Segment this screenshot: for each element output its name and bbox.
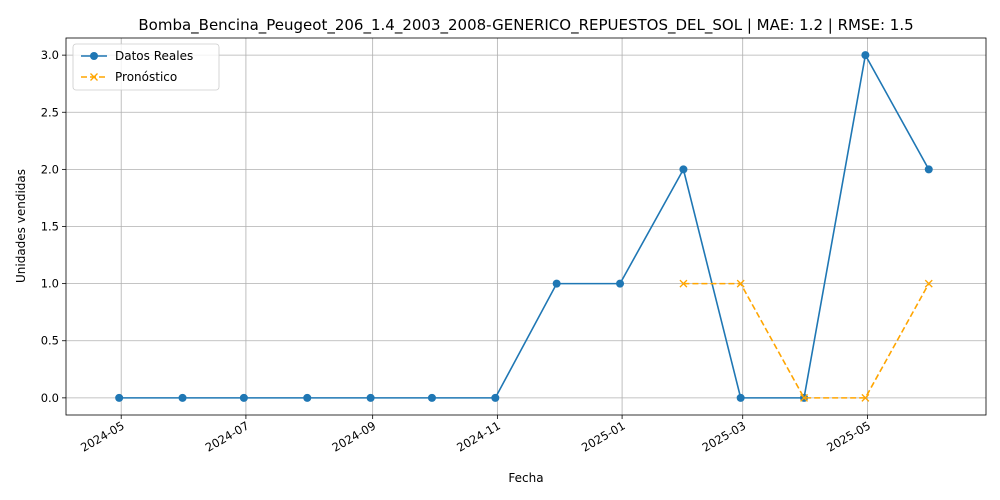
x-axis-label: Fecha: [508, 471, 543, 485]
data-point: [427, 393, 436, 402]
legend-entry: Datos Reales: [81, 49, 193, 63]
data-point: [924, 279, 933, 288]
legend-box: [72, 43, 220, 91]
legend-marker: [90, 73, 98, 81]
data-point: [924, 165, 933, 174]
series-datos-reales: [115, 51, 933, 402]
x-axis-ticks: 2024-05 2024-07 2024-09 2024-11 2025-01 2025-…: [78, 415, 873, 455]
data-point: [736, 393, 745, 402]
y-tick-label: 1.0: [41, 277, 59, 291]
y-tick-label: 2.5: [41, 105, 59, 119]
series-pronostico: [679, 279, 933, 402]
series-line: [683, 282, 930, 399]
legend-entry: Pronóstico: [81, 70, 177, 84]
chart-title: Bomba_Bencina_Peugeot_206_1.4_2003_2008-…: [138, 16, 913, 35]
data-point: [861, 51, 870, 60]
y-tick-label: 2.0: [41, 162, 59, 176]
y-tick-label: 0.0: [41, 391, 59, 405]
data-point: [303, 393, 312, 402]
data-point: [491, 393, 500, 402]
data-point: [239, 393, 248, 402]
data-point: [366, 393, 375, 402]
y-axis-ticks: 0.0 0.5 1.0 1.5 2.0 2.5 3.0: [41, 48, 66, 405]
data-point: [679, 279, 688, 288]
legend-label: Datos Reales: [115, 49, 193, 63]
legend-marker: [90, 52, 98, 60]
y-axis-label: Unidades vendidas: [14, 169, 28, 283]
y-tick-label: 0.5: [41, 334, 59, 348]
series-layer: [115, 51, 933, 402]
x-tick-label: 2024-07: [203, 418, 252, 454]
data-point: [552, 279, 561, 288]
x-tick-label: 2025-03: [700, 418, 749, 454]
y-tick-label: 1.5: [41, 220, 59, 234]
x-tick-label: 2024-05: [78, 418, 127, 454]
series-line: [119, 52, 930, 399]
y-tick-label: 3.0: [41, 48, 59, 62]
data-point: [115, 393, 124, 402]
x-tick-label: 2024-11: [454, 418, 503, 454]
legend-label: Pronóstico: [115, 70, 177, 84]
data-point: [616, 279, 625, 288]
grid-lines: [66, 38, 986, 415]
data-point: [861, 393, 870, 402]
data-point: [800, 393, 809, 402]
data-point: [178, 393, 187, 402]
x-tick-label: 2024-09: [330, 418, 379, 454]
x-tick-label: 2025-05: [824, 418, 873, 454]
legend: Datos Reales Pronóstico: [72, 43, 220, 91]
data-point: [736, 279, 745, 288]
data-point: [679, 165, 688, 174]
x-tick-label: 2025-01: [579, 418, 628, 454]
